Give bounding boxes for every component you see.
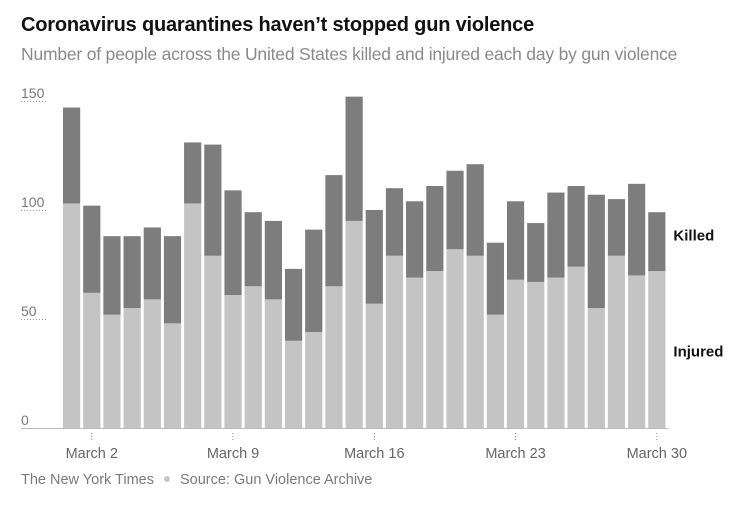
label-killed: Killed — [673, 228, 714, 245]
footer: The New York Times Source: Gun Violence A… — [21, 472, 372, 488]
bar-killed — [264, 220, 282, 300]
bar-injured — [446, 249, 464, 428]
bar-injured — [648, 271, 666, 428]
bar-killed — [204, 144, 222, 256]
bar-injured — [406, 277, 424, 428]
bar-killed — [587, 194, 605, 309]
bar-injured — [264, 299, 282, 428]
y-tick-label: 50 — [21, 303, 37, 319]
bar-injured — [567, 266, 585, 428]
bar-injured — [83, 292, 101, 428]
bar-injured — [63, 203, 81, 428]
publisher-credit: The New York Times — [21, 472, 154, 488]
bar-injured — [486, 314, 504, 428]
y-tick-label: 100 — [21, 194, 45, 210]
bar-injured — [607, 255, 626, 428]
bar-injured — [123, 308, 141, 428]
bar-injured — [466, 255, 484, 428]
label-injured: Injured — [673, 344, 723, 361]
bar-injured — [163, 323, 182, 428]
bar-killed — [446, 170, 464, 250]
bar-injured — [204, 255, 222, 428]
bar-injured — [628, 275, 646, 428]
bar-injured — [224, 295, 242, 428]
bar-killed — [628, 183, 646, 276]
bar-injured — [365, 303, 383, 428]
bar-killed — [284, 268, 303, 341]
bar-injured — [305, 332, 323, 428]
source-credit: Source: Gun Violence Archive — [179, 472, 373, 488]
bar-injured — [284, 340, 303, 428]
bar-killed — [426, 186, 444, 272]
bar-killed — [648, 212, 666, 272]
bar-injured — [103, 314, 121, 428]
stacked-bar-chart: 0 50 100 150 March 2 March 9 March 16 March 23 M… — [21, 85, 723, 462]
bar-killed — [305, 229, 323, 333]
bar-injured — [345, 220, 363, 428]
bar-killed — [123, 236, 141, 309]
bar-injured — [426, 271, 444, 428]
x-tick-label: March 2 — [66, 446, 118, 462]
bar-killed — [103, 236, 121, 315]
bar-killed — [365, 210, 383, 304]
bar-injured — [547, 277, 565, 428]
bar-injured — [506, 279, 525, 428]
bar-killed — [143, 227, 161, 300]
bar-killed — [406, 201, 424, 278]
bar-injured — [244, 286, 262, 428]
bar-killed — [506, 201, 525, 280]
bar-injured — [587, 308, 605, 428]
x-tick-label: March 16 — [344, 446, 404, 462]
bar-killed — [244, 212, 262, 287]
chart-subtitle: Number of people across the United State… — [21, 44, 678, 64]
bar-killed — [163, 236, 182, 324]
bar-killed — [63, 107, 81, 204]
x-tick-label: March 30 — [627, 446, 687, 462]
bar-killed — [385, 188, 404, 256]
bar-killed — [466, 164, 484, 256]
bar-injured — [385, 255, 404, 428]
bar-injured — [184, 203, 202, 428]
bar-killed — [527, 223, 545, 282]
bar-injured — [325, 286, 343, 428]
bar-killed — [567, 186, 585, 267]
chart-title: Coronavirus quarantines haven’t stopped … — [21, 14, 535, 36]
bar-killed — [224, 190, 242, 296]
bar-killed — [547, 192, 565, 278]
bar-killed — [486, 242, 504, 315]
x-tick-label: March 9 — [207, 446, 259, 462]
y-tick-label: 150 — [21, 85, 45, 101]
bar-killed — [607, 199, 626, 256]
separator-dot — [163, 476, 170, 483]
bar-killed — [325, 175, 343, 287]
bar-killed — [83, 205, 101, 293]
bar-injured — [527, 281, 545, 428]
y-tick-label: 0 — [21, 412, 29, 428]
bar-injured — [143, 299, 161, 428]
bar-killed — [184, 142, 202, 204]
bar-killed — [345, 96, 363, 221]
x-tick-label: March 23 — [485, 446, 545, 462]
